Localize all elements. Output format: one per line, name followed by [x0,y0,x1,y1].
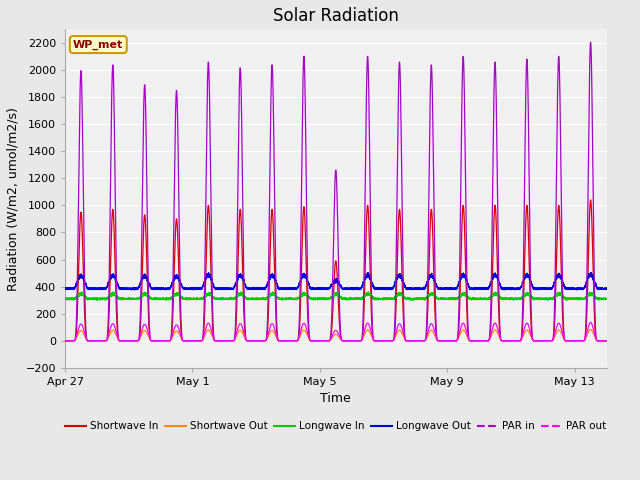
X-axis label: Time: Time [321,393,351,406]
Legend: Shortwave In, Shortwave Out, Longwave In, Longwave Out, PAR in, PAR out: Shortwave In, Shortwave Out, Longwave In… [61,417,611,435]
Text: WP_met: WP_met [73,39,124,50]
Title: Solar Radiation: Solar Radiation [273,7,399,25]
Y-axis label: Radiation (W/m2, umol/m2/s): Radiation (W/m2, umol/m2/s) [7,107,20,290]
